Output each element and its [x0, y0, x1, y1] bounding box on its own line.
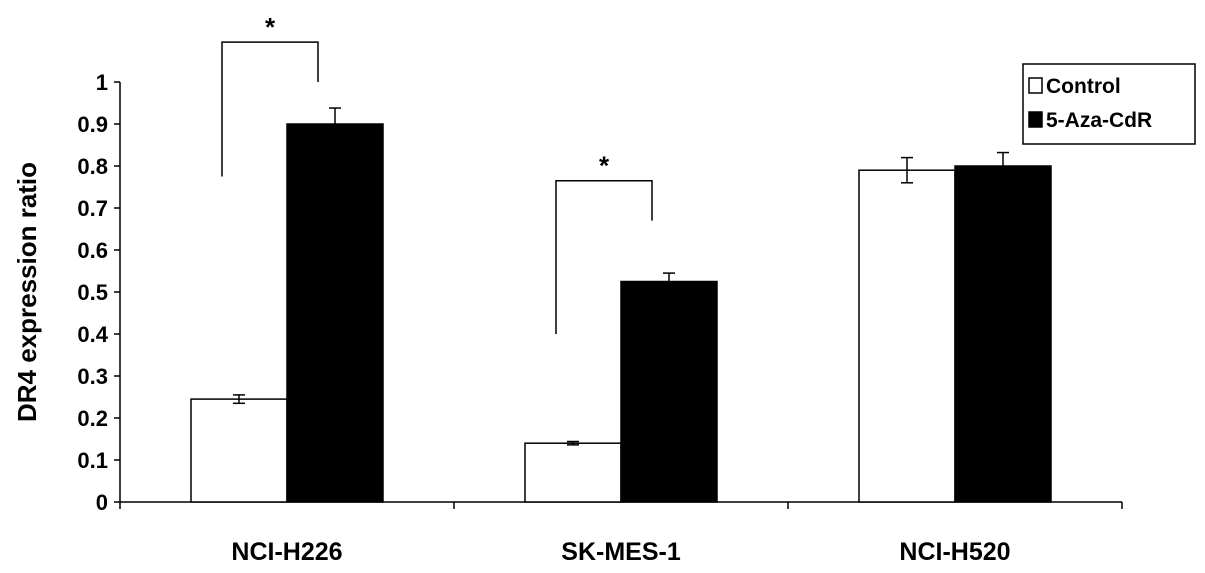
legend-label: 5-Aza-CdR — [1046, 109, 1152, 132]
y-tick-label: 0.6 — [77, 238, 108, 263]
y-tick-label: 0.9 — [77, 112, 108, 137]
bar-5-aza-cdr — [954, 165, 1052, 503]
y-tick-label: 0.1 — [77, 448, 108, 473]
significance-star: * — [599, 151, 610, 181]
y-tick-label: 0.5 — [77, 280, 108, 305]
y-tick-label: 0.8 — [77, 154, 108, 179]
y-tick-label: 0 — [96, 490, 108, 515]
significance-star: * — [265, 12, 276, 42]
significance-bracket — [555, 179, 653, 334]
bar-control — [858, 169, 956, 503]
significance-annotations: ** — [221, 12, 653, 334]
legend-swatch — [1028, 77, 1043, 94]
legend: Control 5-Aza-CdR — [1022, 63, 1196, 145]
bar-control — [190, 398, 288, 503]
x-category-label: NCI-H226 — [231, 538, 342, 566]
bar-control — [524, 442, 622, 503]
bar-5-aza-cdr — [286, 123, 384, 503]
legend-box — [1022, 63, 1196, 145]
y-tick-label: 0.3 — [77, 364, 108, 389]
x-category-label: SK-MES-1 — [561, 538, 681, 566]
legend-label: Control — [1046, 75, 1121, 98]
y-tick-label: 0.7 — [77, 196, 108, 221]
bars — [190, 107, 1052, 503]
legend-swatch — [1028, 111, 1043, 128]
significance-bracket — [221, 41, 319, 177]
bar-5-aza-cdr — [620, 280, 718, 503]
y-tick-label: 0.2 — [77, 406, 108, 431]
y-tick-label: 1 — [96, 70, 108, 95]
axes: 0 0.1 0.2 0.3 0.4 0.5 0.6 0.7 0.8 0.9 1 NCI-H226 SK-… — [77, 70, 1123, 566]
y-axis-title: DR4 expression ratio — [12, 162, 42, 422]
x-category-label: NCI-H520 — [899, 538, 1010, 566]
y-tick-label: 0.4 — [77, 322, 108, 347]
